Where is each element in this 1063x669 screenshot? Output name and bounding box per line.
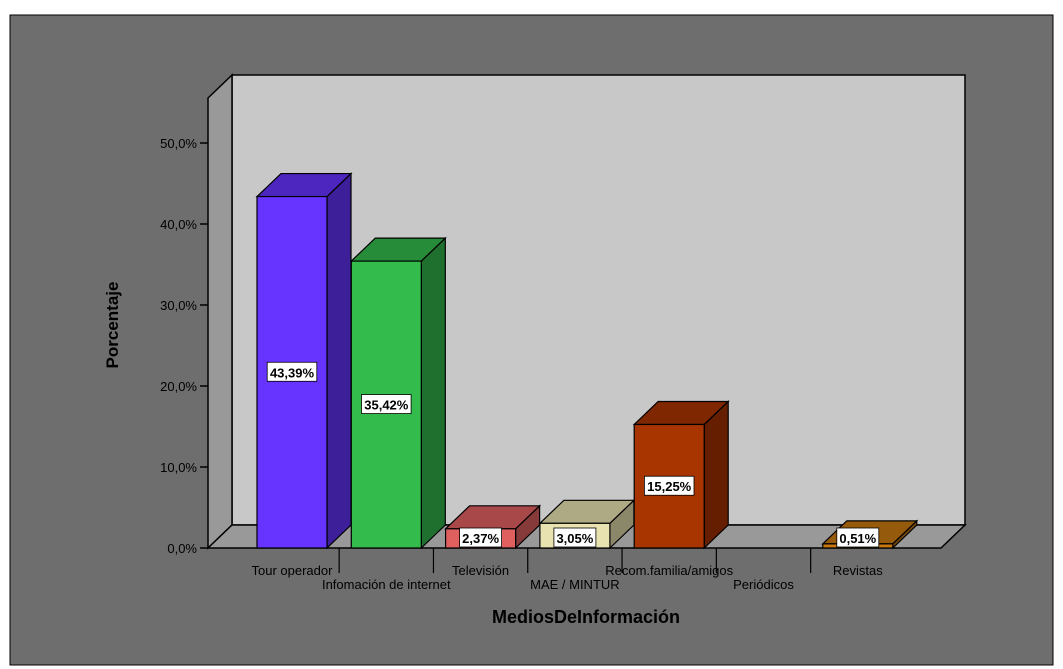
x-axis-title: MediosDeInformación <box>492 607 680 627</box>
y-tick-label: 10,0% <box>160 460 197 475</box>
y-tick-label: 30,0% <box>160 298 197 313</box>
bar-side-face <box>326 172 352 550</box>
x-tick-label: Revistas <box>833 563 883 578</box>
value-label: 35,42% <box>364 398 409 413</box>
value-label-box <box>266 361 318 382</box>
x-tick-label: Televisión <box>452 563 509 578</box>
bar: 3,05% <box>538 498 636 550</box>
y-axis-ticks: 0,0% 10,0% 20,0% 30,0% 40,0% 50,0% <box>160 136 208 556</box>
y-tick-label: 50,0% <box>160 136 197 151</box>
value-label-box <box>361 394 412 414</box>
bar-side-face <box>420 236 446 550</box>
x-tick-label: Tour operador <box>252 563 334 578</box>
x-tick-label: Recom.familia/amigos <box>605 563 733 578</box>
x-tick-label: Infomación de internet <box>322 577 451 592</box>
plot-left-wall <box>207 73 233 550</box>
bar: 43,39% <box>255 172 353 550</box>
bars: 43,39% 35,42% 2,37% 3,05% 15,25% 0,51% <box>255 172 919 550</box>
value-label-box <box>553 527 597 548</box>
value-label: 15,25% <box>647 479 692 494</box>
y-tick-label: 20,0% <box>160 379 197 394</box>
value-label-box <box>836 527 880 548</box>
value-label-box <box>459 527 503 548</box>
x-tick-label: MAE / MINTUR <box>530 577 620 592</box>
bar: 35,42% <box>349 236 447 550</box>
bar: 2,37% <box>444 504 542 550</box>
y-tick-label: 0,0% <box>167 541 197 556</box>
value-label: 0,51% <box>839 531 876 546</box>
value-label: 2,37% <box>462 531 499 546</box>
x-tick-label: Periódicos <box>733 577 794 592</box>
bar: 15,25% <box>632 400 730 550</box>
y-tick-label: 40,0% <box>160 217 197 232</box>
value-label: 43,39% <box>270 365 315 380</box>
bar: 0,51% <box>821 519 919 550</box>
bar-side-face <box>703 400 729 550</box>
value-label: 3,05% <box>556 531 593 546</box>
y-axis-title: Porcentaje <box>103 282 122 369</box>
value-label-box <box>644 475 695 496</box>
